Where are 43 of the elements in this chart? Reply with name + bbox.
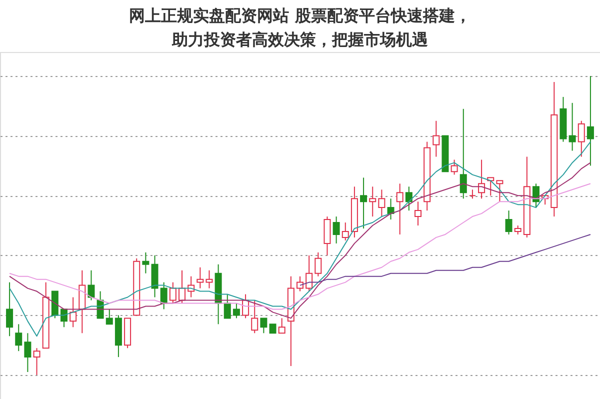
candlestick <box>505 210 512 235</box>
candlestick <box>206 270 213 289</box>
candlestick <box>360 177 368 229</box>
candlestick <box>251 300 258 334</box>
candlestick <box>369 186 376 218</box>
chart-title: 网上正规实盘配资网站 股票配资平台快速搭建，助力投资者高效决策，把握市场机遇 <box>129 6 471 49</box>
candlestick <box>169 282 176 304</box>
candlestick <box>568 102 576 152</box>
candlestick <box>378 189 386 218</box>
candlestick <box>578 120 585 158</box>
candlestick <box>450 159 458 176</box>
candlestick <box>405 186 412 212</box>
candlestick <box>142 252 150 274</box>
candlestick <box>160 282 168 310</box>
candlestick <box>88 270 95 301</box>
candlestick <box>33 348 40 376</box>
candlestick <box>332 216 340 244</box>
candlestick <box>306 254 313 292</box>
candlestick <box>196 266 204 289</box>
candlestick <box>314 252 322 277</box>
candlestick <box>151 254 158 298</box>
candlestick <box>387 198 394 220</box>
candlestick <box>324 216 331 256</box>
candlestick <box>106 308 113 325</box>
candlestick <box>296 276 304 292</box>
candlestick <box>460 108 467 200</box>
candlestick <box>532 183 540 208</box>
candlestick <box>15 324 22 352</box>
candlestick <box>51 290 58 319</box>
candlestick <box>586 76 594 166</box>
candlestick <box>224 294 231 319</box>
candlestick <box>478 159 486 200</box>
candlestick <box>278 318 286 334</box>
candlestick <box>232 302 240 319</box>
candlestick <box>260 318 268 334</box>
candlestick <box>496 180 504 202</box>
candlestick <box>24 332 32 373</box>
candlestick <box>6 282 14 337</box>
candlestick <box>432 120 440 158</box>
candlestick <box>342 222 349 241</box>
candlestick <box>396 183 404 235</box>
candlestick <box>414 201 422 226</box>
candlestick <box>70 296 77 328</box>
